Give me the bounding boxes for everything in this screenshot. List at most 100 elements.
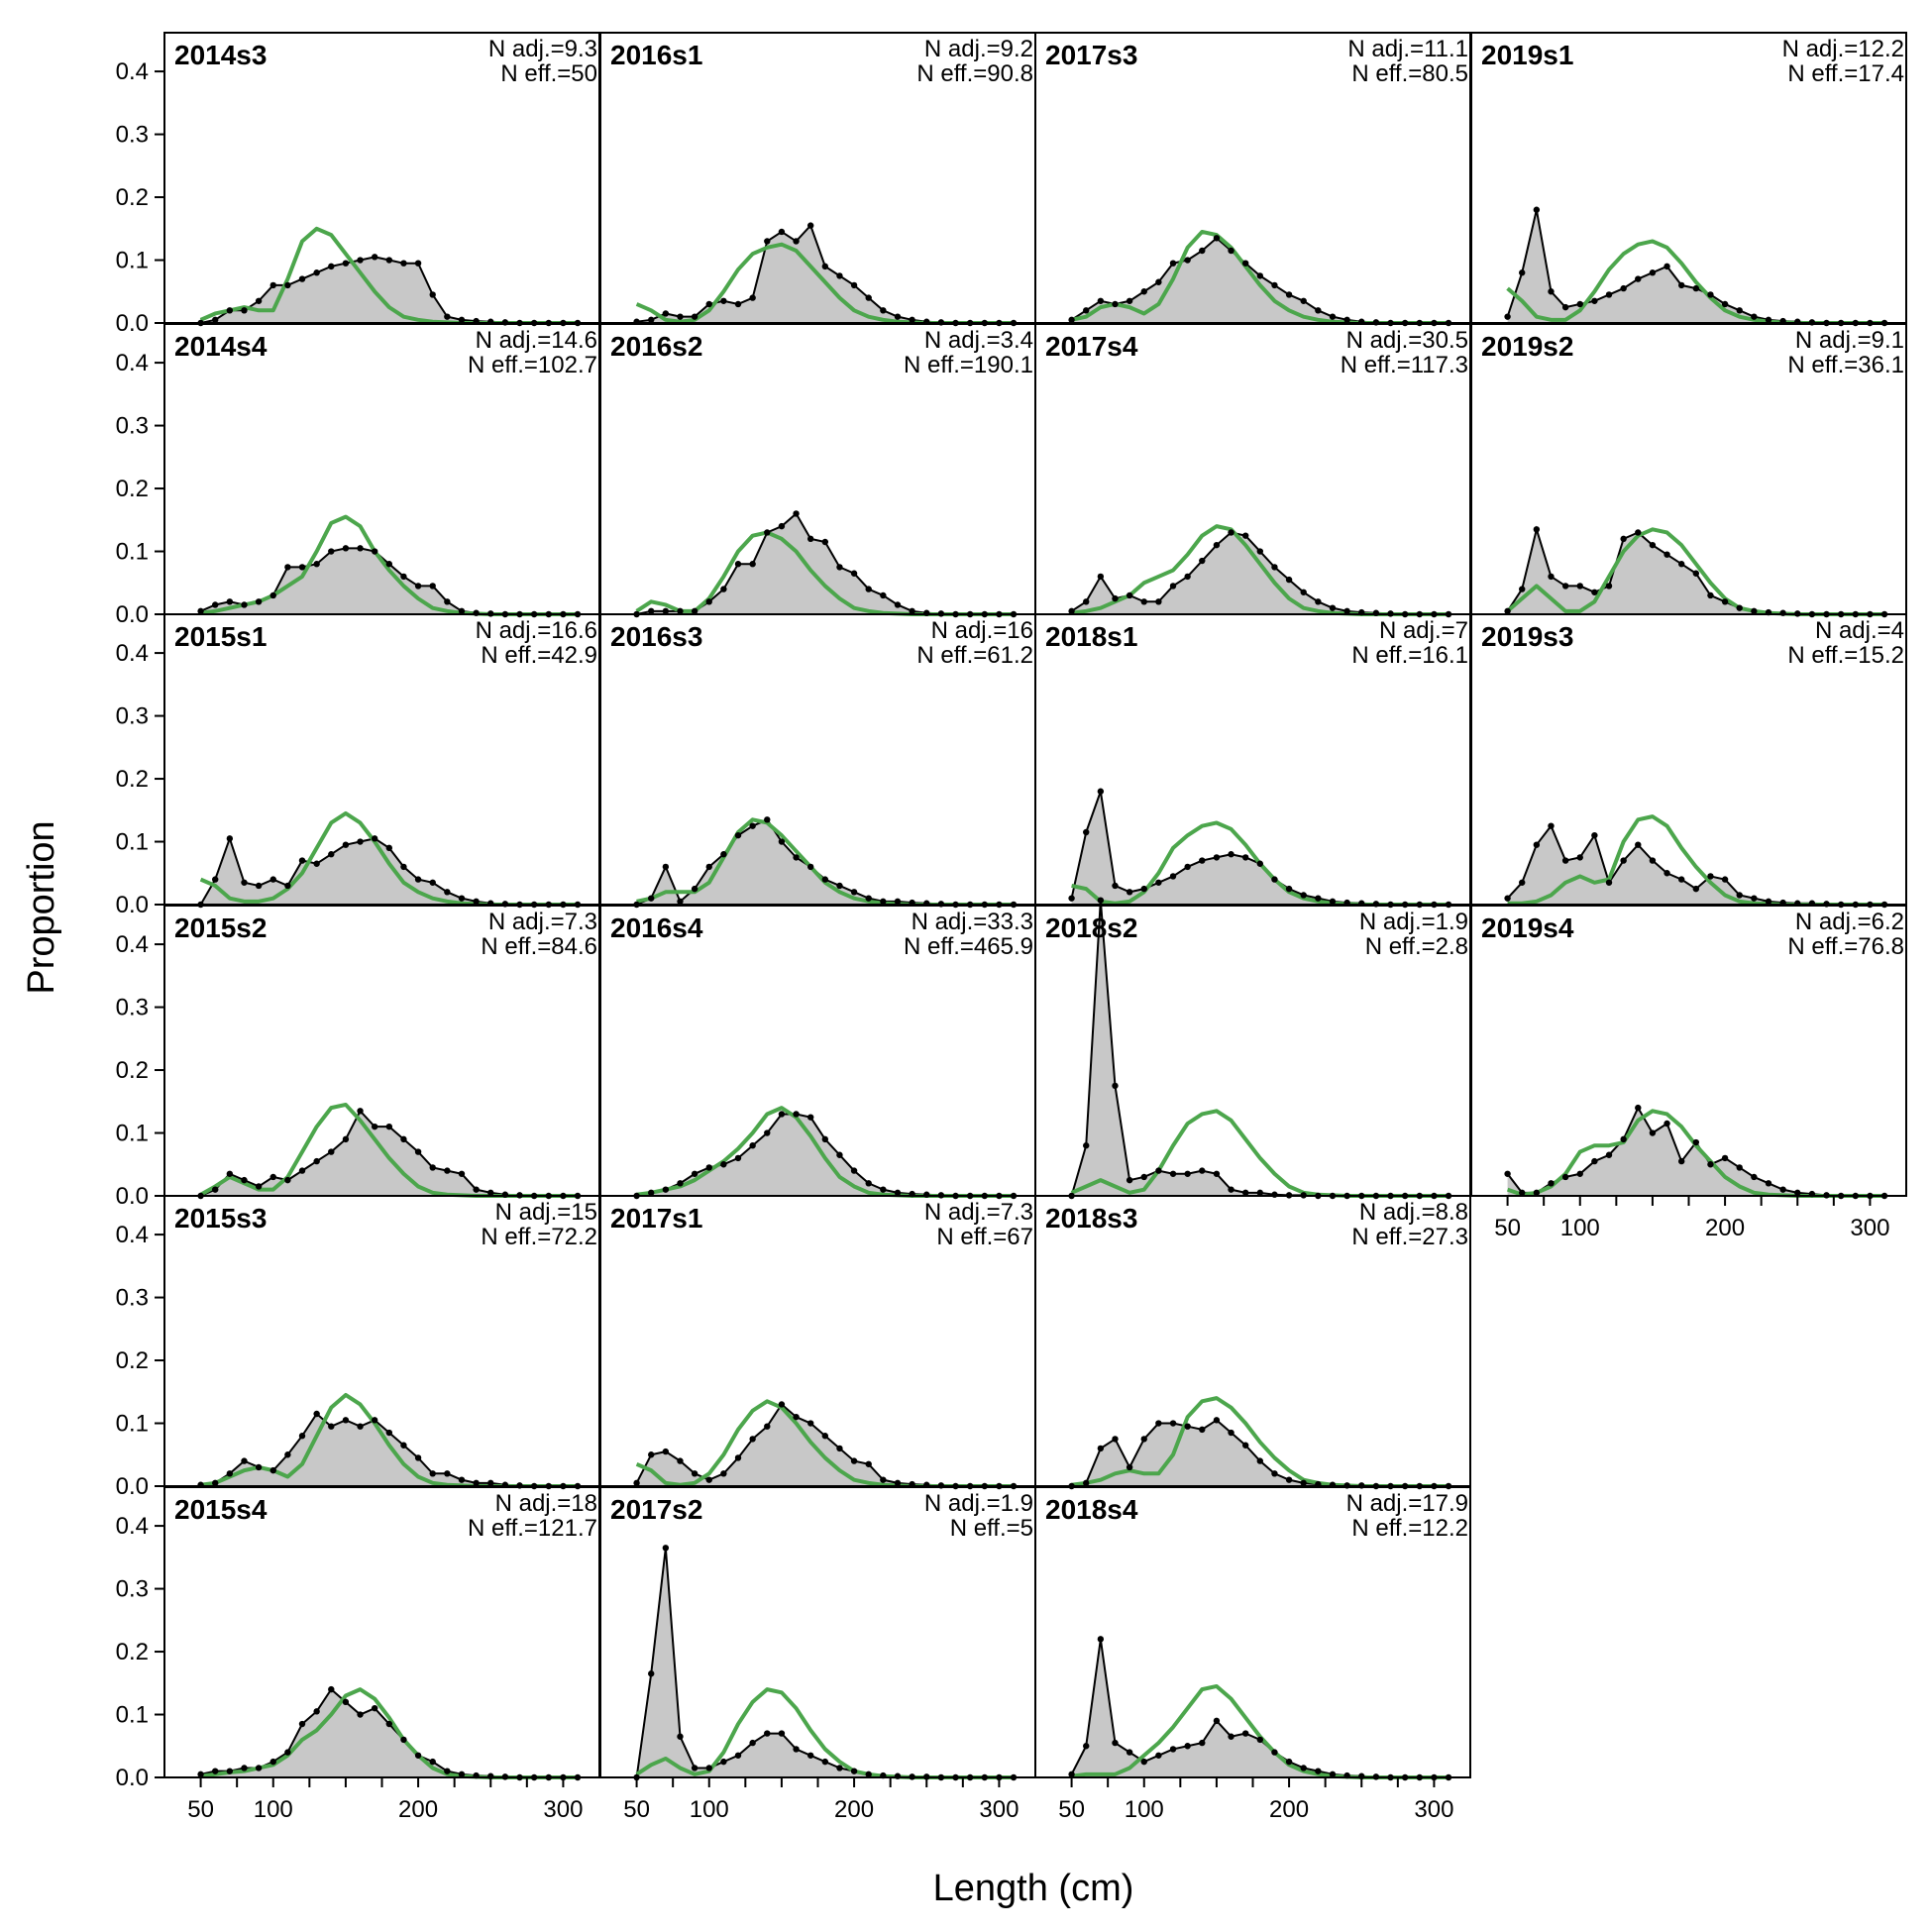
observed-point: [298, 857, 306, 864]
n-eff-label: N eff.=76.8: [1787, 933, 1904, 960]
n-adj-label: N adj.=16.6: [476, 617, 597, 644]
y-tick-label: 0.1: [116, 829, 149, 856]
y-tick-label: 0.4: [116, 640, 149, 667]
n-adj-label: N adj.=1.9: [924, 1490, 1033, 1517]
x-tick-label: 100: [1560, 1215, 1600, 1241]
observed-point: [1140, 288, 1147, 295]
observed-point: [836, 272, 843, 279]
observed-point: [414, 1148, 422, 1155]
y-tick-label: 0.2: [116, 476, 149, 502]
observed-point: [662, 863, 670, 871]
n-adj-label: N adj.=1.9: [1359, 909, 1468, 935]
observed-point: [720, 586, 727, 592]
observed-point: [313, 1708, 320, 1715]
observed-point: [1315, 598, 1322, 605]
observed-point: [444, 1470, 451, 1477]
observed-area: [200, 257, 579, 323]
observed-point: [648, 895, 655, 902]
n-eff-label: N eff.=117.3: [1341, 352, 1468, 378]
observed-point: [749, 1739, 756, 1747]
observed-point: [1126, 889, 1133, 896]
observed-point: [691, 1170, 698, 1177]
observed-point: [313, 561, 320, 568]
observed-point: [371, 1123, 378, 1130]
observed-point: [749, 1142, 756, 1149]
observed-point: [1620, 284, 1627, 292]
observed-point: [1068, 895, 1075, 902]
observed-point: [212, 1768, 219, 1774]
observed-point: [1300, 892, 1307, 899]
observed-point: [734, 1154, 742, 1162]
n-adj-label: N adj.=17.9: [1346, 1490, 1468, 1517]
panels-group: 2014s3 N adj.=9.3N eff.=50 0.0 0.1 0.2 0.3 0.4…: [116, 32, 1907, 1823]
observed-point: [764, 1423, 771, 1430]
observed-point: [284, 882, 291, 890]
panel-2019s1: 2019s1 N adj.=12.2N eff.=17.4: [1470, 32, 1907, 327]
observed-point: [1620, 535, 1627, 543]
panel-2015s3: 2015s3 N adj.=15N eff.=72.2 0.0 0.1 0.2 0.3 0.…: [116, 1195, 600, 1500]
observed-point: [1736, 1164, 1743, 1171]
observed-point: [241, 1457, 248, 1464]
observed-point: [1504, 1170, 1511, 1177]
observed-point: [1184, 1170, 1191, 1177]
observed-point: [269, 591, 276, 599]
observed-point: [371, 254, 378, 261]
observed-point: [429, 1164, 436, 1171]
observed-point: [705, 1765, 712, 1771]
observed-point: [1605, 583, 1613, 590]
observed-point: [1519, 269, 1526, 276]
observed-point: [1256, 1736, 1264, 1744]
observed-point: [342, 1417, 350, 1424]
panel-label: 2016s4: [610, 912, 703, 943]
x-tick-label: 300: [543, 1796, 583, 1823]
observed-point: [1241, 1189, 1249, 1197]
observed-point: [850, 570, 858, 577]
observed-point: [1169, 1746, 1177, 1753]
panel-2018s1: 2018s1 N adj.=7N eff.=16.1: [1034, 613, 1471, 909]
observed-area: [200, 548, 579, 614]
observed-point: [1184, 1423, 1191, 1430]
observed-point: [1736, 604, 1743, 611]
observed-point: [677, 898, 684, 906]
observed-point: [1561, 857, 1569, 864]
observed-area: [636, 819, 1015, 905]
observed-point: [1692, 1138, 1700, 1146]
observed-point: [357, 1423, 364, 1430]
observed-point: [429, 1758, 436, 1766]
observed-point: [429, 583, 436, 590]
observed-point: [487, 1189, 494, 1197]
y-tick-label: 0.4: [116, 1222, 149, 1248]
n-adj-label: N adj.=33.3: [912, 909, 1033, 935]
observed-point: [1751, 313, 1758, 320]
observed-point: [778, 522, 786, 530]
observed-point: [894, 898, 902, 906]
observed-point: [778, 838, 786, 845]
y-tick-label: 0.3: [116, 413, 149, 440]
observed-point: [1199, 857, 1206, 864]
observed-point: [1620, 1135, 1627, 1143]
observed-point: [1649, 1129, 1657, 1136]
observed-point: [778, 1730, 786, 1737]
observed-point: [865, 1460, 872, 1467]
x-tick-label: 300: [979, 1796, 1019, 1823]
x-tick-label: 50: [623, 1796, 650, 1823]
observed-point: [1169, 873, 1177, 880]
observed-point: [1677, 876, 1685, 883]
observed-point: [1561, 303, 1569, 311]
panel-label: 2015s1: [174, 621, 267, 652]
observed-area: [1071, 532, 1449, 614]
observed-point: [1765, 316, 1772, 324]
y-tick-label: 0.2: [116, 1639, 149, 1665]
observed-point: [1721, 598, 1729, 605]
n-eff-label: N eff.=121.7: [468, 1515, 597, 1542]
observed-point: [1228, 529, 1234, 536]
observed-point: [1155, 1420, 1162, 1427]
observed-point: [1213, 541, 1221, 549]
observed-point: [734, 561, 742, 568]
observed-point: [749, 294, 756, 301]
observed-point: [1692, 885, 1700, 893]
observed-point: [241, 307, 248, 314]
observed-point: [371, 835, 378, 842]
observed-point: [1097, 1636, 1105, 1643]
